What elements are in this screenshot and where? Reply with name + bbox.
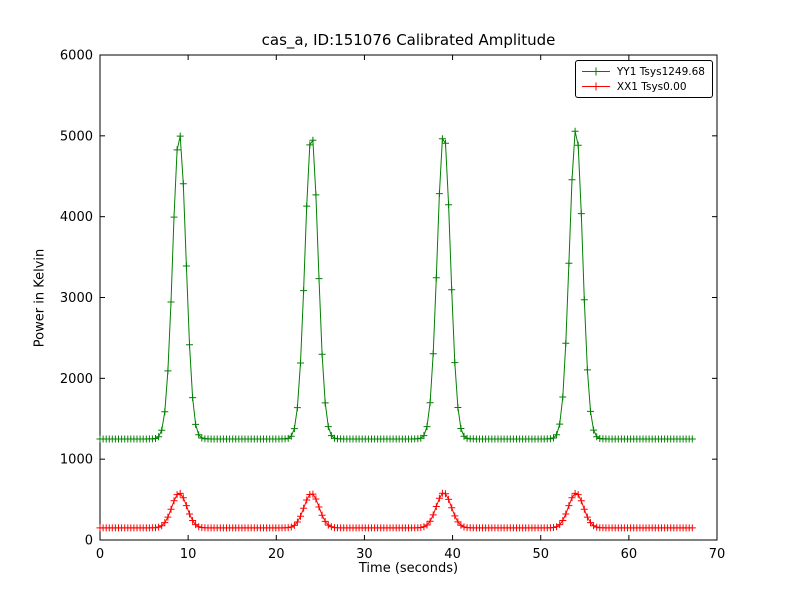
legend-label: XX1 Tsys0.00	[616, 80, 687, 93]
legend-sample-line	[581, 67, 610, 76]
y-tick-label: 6000	[60, 49, 93, 64]
legend-sample-line	[581, 82, 610, 91]
x-tick-label: 60	[621, 547, 638, 562]
x-tick-label: 70	[709, 547, 726, 562]
x-tick-label: 40	[444, 547, 461, 562]
x-axis-label: Time (seconds)	[358, 561, 459, 576]
x-tick-label: 20	[268, 547, 285, 562]
series-markers-1	[96, 489, 696, 532]
x-tick-label: 50	[532, 547, 549, 562]
y-tick-label: 5000	[60, 129, 93, 144]
legend-entry: YY1 Tsys1249.68	[581, 64, 705, 79]
legend-entry: XX1 Tsys0.00	[581, 79, 705, 94]
y-tick-label: 1000	[60, 453, 93, 468]
x-tick-label: 0	[96, 547, 104, 562]
y-tick-label: 4000	[60, 210, 93, 225]
x-tick-label: 10	[180, 547, 197, 562]
y-tick-label: 0	[85, 534, 93, 549]
y-axis-label: Power in Kelvin	[32, 248, 48, 348]
axes-frame	[99, 54, 718, 541]
series-line-0	[100, 131, 693, 440]
series-markers-0	[96, 127, 696, 443]
legend-label: YY1 Tsys1249.68	[616, 65, 705, 78]
x-tick-label: 30	[356, 547, 373, 562]
chart-title: cas_a, ID:151076 Calibrated Amplitude	[261, 31, 556, 49]
y-tick-label: 2000	[60, 372, 93, 387]
y-tick-label: 3000	[60, 291, 93, 306]
legend: YY1 Tsys1249.68 XX1 Tsys0.00	[574, 60, 713, 98]
series-line-1	[100, 492, 693, 529]
